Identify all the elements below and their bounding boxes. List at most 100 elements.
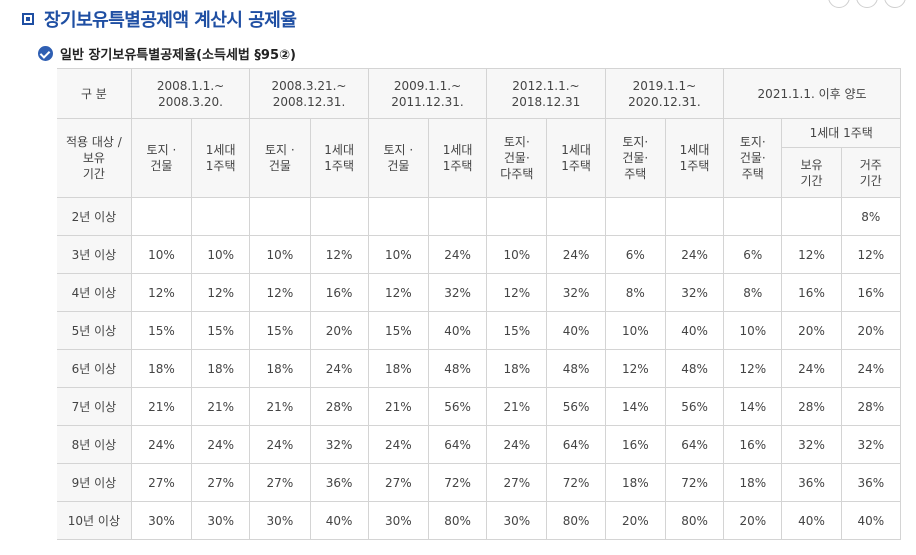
rate-cell: 18% [191, 349, 251, 388]
row-label: 4년 이상 [57, 273, 132, 312]
rate-cell [367, 197, 429, 236]
rate-cell: 30% [191, 501, 251, 540]
header-period: 2012.1.1.~ 2018.12.31 [486, 68, 606, 119]
header-subcol: 1세대 1주택 [427, 118, 488, 198]
header-subcol: 토지· 건물· 주택 [604, 118, 666, 198]
rate-cell: 24% [427, 235, 488, 274]
rate-cell: 15% [486, 311, 548, 350]
table-row: 7년 이상 21% 21% 21% 28% 21% 56% 21% 56% 14% 56% 14% 28… [57, 387, 902, 426]
rate-cell [546, 197, 606, 236]
rate-cell: 64% [664, 425, 725, 464]
rate-cell: 10% [604, 311, 666, 350]
rate-cell: 28% [309, 387, 369, 426]
rate-cell: 12% [130, 273, 193, 312]
rate-cell: 10% [367, 235, 429, 274]
rate-cell: 48% [427, 349, 488, 388]
rate-cell: 32% [309, 425, 369, 464]
rate-cell: 80% [427, 501, 488, 540]
rate-cell: 16% [840, 273, 902, 312]
check-circle-icon [38, 46, 53, 61]
rate-cell: 10% [723, 311, 783, 350]
row-label: 6년 이상 [57, 349, 132, 388]
rate-cell: 40% [546, 311, 606, 350]
rate-cell [664, 197, 725, 236]
rate-cell: 24% [367, 425, 429, 464]
rate-cell: 40% [664, 311, 725, 350]
rate-cell: 18% [249, 349, 311, 388]
header-category: 구 분 [57, 68, 132, 119]
rate-cell: 16% [781, 273, 842, 312]
rate-cell: 18% [367, 349, 429, 388]
rate-cell: 6% [604, 235, 666, 274]
rate-cell: 10% [130, 235, 193, 274]
table-row: 5년 이상 15% 15% 15% 20% 15% 40% 15% 40% 10% 40% 10% 20… [57, 311, 902, 350]
rate-cell: 40% [309, 501, 369, 540]
row-label: 7년 이상 [57, 387, 132, 426]
header-residence-period: 거주 기간 [840, 147, 902, 198]
row-label: 3년 이상 [57, 235, 132, 274]
rate-cell: 12% [781, 235, 842, 274]
rate-cell: 56% [664, 387, 725, 426]
page-title: 장기보유특별공제액 계산시 공제율 [44, 10, 297, 31]
window-controls [828, 0, 906, 8]
rate-cell: 32% [781, 425, 842, 464]
section-title: 장기보유특별공제액 계산시 공제율 [22, 6, 297, 32]
rate-cell: 32% [664, 273, 725, 312]
header-subcol: 1세대 1주택 [191, 118, 251, 198]
row-label: 9년 이상 [57, 463, 132, 502]
rate-cell: 30% [367, 501, 429, 540]
rate-cell: 24% [546, 235, 606, 274]
rate-cell: 12% [723, 349, 783, 388]
rate-cell: 80% [546, 501, 606, 540]
rate-cell: 40% [840, 501, 902, 540]
rate-cell: 18% [486, 349, 548, 388]
subtitle-text: 일반 장기보유특별공제율(소득세법 §95②) [60, 48, 296, 63]
rate-cell: 15% [249, 311, 311, 350]
rate-cell: 12% [309, 235, 369, 274]
header-period: 2009.1.1.~ 2011.12.31. [367, 68, 488, 119]
rate-cell: 30% [486, 501, 548, 540]
rate-cell: 20% [781, 311, 842, 350]
rate-cell [309, 197, 369, 236]
rate-cell [191, 197, 251, 236]
rate-cell: 48% [664, 349, 725, 388]
rate-cell: 24% [486, 425, 548, 464]
table-row: 4년 이상 12% 12% 12% 16% 12% 32% 12% 32% 8% 32% 8% 16% 1… [57, 273, 902, 312]
rate-cell: 20% [840, 311, 902, 350]
rate-cell: 14% [723, 387, 783, 426]
table-row: 10년 이상 30% 30% 30% 40% 30% 80% 30% 80% 20% 80% 20% 4… [57, 501, 902, 540]
row-label: 10년 이상 [57, 501, 132, 540]
header-period: 2021.1.1. 이후 양도 [723, 68, 901, 119]
control-circle-icon[interactable] [828, 0, 850, 8]
control-circle-icon[interactable] [856, 0, 878, 8]
row-label: 2년 이상 [57, 197, 132, 236]
rate-cell: 72% [546, 463, 606, 502]
header-subcol: 1세대 1주택 [309, 118, 369, 198]
rate-cell: 32% [840, 425, 902, 464]
control-circle-icon[interactable] [884, 0, 906, 8]
rate-cell: 18% [604, 463, 666, 502]
header-subcol: 토지 · 건물 [249, 118, 311, 198]
rate-cell: 21% [367, 387, 429, 426]
rate-cell: 36% [309, 463, 369, 502]
table-row: 8년 이상 24% 24% 24% 32% 24% 64% 24% 64% 16% 64% 16% 32… [57, 425, 902, 464]
rate-cell: 12% [604, 349, 666, 388]
rate-cell: 21% [191, 387, 251, 426]
rate-cell: 40% [781, 501, 842, 540]
rate-cell: 12% [367, 273, 429, 312]
rate-cell: 12% [249, 273, 311, 312]
rate-cell [604, 197, 666, 236]
rate-cell: 27% [249, 463, 311, 502]
rate-cell: 56% [427, 387, 488, 426]
header-subcol: 1세대 1주택 [546, 118, 606, 198]
rate-cell: 28% [840, 387, 902, 426]
rate-cell: 32% [427, 273, 488, 312]
table-row: 6년 이상 18% 18% 18% 24% 18% 48% 18% 48% 12% 48% 12% 24… [57, 349, 902, 388]
header-holding-period: 보유 기간 [781, 147, 842, 198]
rate-cell: 27% [367, 463, 429, 502]
table-row: 3년 이상 10% 10% 10% 12% 10% 24% 10% 24% 6% 24% 6% 12% 1… [57, 235, 902, 274]
rate-cell: 8% [840, 197, 902, 236]
rate-cell: 16% [309, 273, 369, 312]
header-subcol: 토지 · 건물 [367, 118, 429, 198]
rate-cell: 24% [191, 425, 251, 464]
